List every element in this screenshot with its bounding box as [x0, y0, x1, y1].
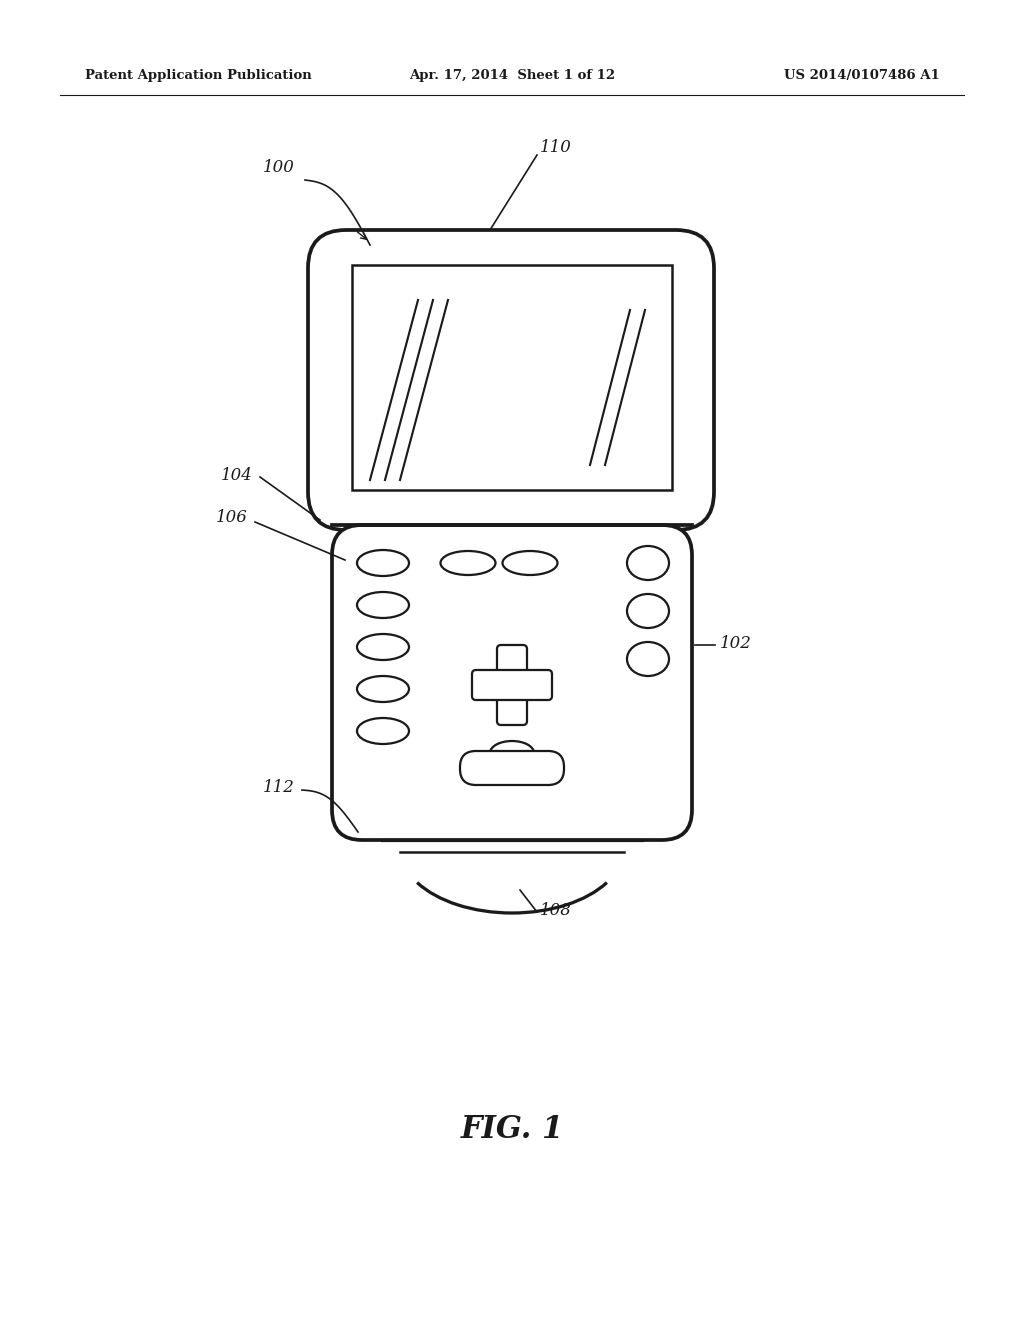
Ellipse shape	[490, 741, 534, 766]
Text: 112: 112	[263, 779, 295, 796]
FancyBboxPatch shape	[332, 525, 692, 840]
Text: US 2014/0107486 A1: US 2014/0107486 A1	[784, 69, 940, 82]
Text: FIG. 1: FIG. 1	[461, 1114, 563, 1146]
Ellipse shape	[440, 550, 496, 576]
Ellipse shape	[627, 546, 669, 579]
Text: 100: 100	[263, 158, 295, 176]
FancyBboxPatch shape	[308, 230, 714, 531]
Ellipse shape	[357, 634, 409, 660]
Text: 104: 104	[221, 467, 253, 484]
Text: 110: 110	[540, 139, 571, 156]
Ellipse shape	[627, 642, 669, 676]
Ellipse shape	[357, 676, 409, 702]
Ellipse shape	[357, 550, 409, 576]
FancyBboxPatch shape	[497, 645, 527, 725]
Text: 102: 102	[720, 635, 752, 652]
Ellipse shape	[357, 591, 409, 618]
FancyBboxPatch shape	[460, 751, 564, 785]
Ellipse shape	[627, 594, 669, 628]
Text: Patent Application Publication: Patent Application Publication	[85, 69, 311, 82]
Text: Apr. 17, 2014  Sheet 1 of 12: Apr. 17, 2014 Sheet 1 of 12	[409, 69, 615, 82]
Text: 106: 106	[216, 510, 248, 525]
FancyBboxPatch shape	[472, 671, 552, 700]
Text: 108: 108	[540, 902, 571, 919]
Ellipse shape	[357, 718, 409, 744]
Bar	[352, 265, 672, 490]
Ellipse shape	[503, 550, 557, 576]
